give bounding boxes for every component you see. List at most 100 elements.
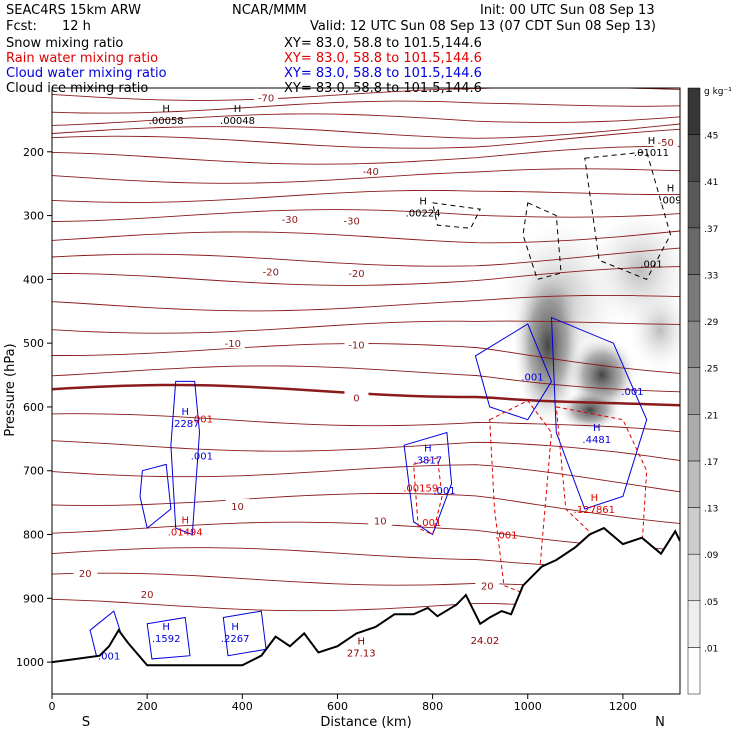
terrain <box>52 526 680 694</box>
colorbar-level-label: .21 <box>704 411 718 421</box>
temperature-label-bg <box>339 213 364 226</box>
colorbar-swatch <box>687 320 701 368</box>
y-tick-label: 600 <box>23 401 44 414</box>
y-tick-label: 900 <box>23 592 44 605</box>
field-cloudwater-label: Cloud water mixing ratio <box>6 66 167 81</box>
mixing-ratio-contour <box>550 316 648 510</box>
temperature-contour-line <box>52 128 680 149</box>
extrema-marker: H <box>162 622 170 633</box>
mixing-ratio-contour <box>413 457 443 536</box>
field-rain-label: Rain water mixing ratio <box>6 51 158 66</box>
colorbar-swatch <box>687 647 701 695</box>
forecast-hour: 12 h <box>62 19 91 34</box>
extrema-value: 24.02 <box>471 636 500 647</box>
colorbar-level-label: .17 <box>704 458 718 468</box>
temperature-label: 10 <box>374 516 387 527</box>
colorbar-swatch <box>687 87 701 135</box>
extrema-value: 27.13 <box>347 649 376 660</box>
temperature-contour-line <box>52 247 680 267</box>
colorbar-level-label: .05 <box>704 598 718 608</box>
extrema-value: .00159 <box>403 483 438 494</box>
extrema-marker: H <box>424 443 432 454</box>
temperature-label-bg <box>73 565 98 578</box>
colorbar-level-label: .25 <box>704 365 718 375</box>
temperature-contour-line <box>52 168 680 184</box>
temperature-label: -30 <box>282 215 298 226</box>
temperature-label: 20 <box>481 582 494 593</box>
colorbar-level-label: .41 <box>704 178 718 188</box>
temperature-label: -10 <box>348 340 364 351</box>
temperature-label-bg <box>653 135 678 148</box>
extrema-marker: H <box>181 407 189 418</box>
mixing-ratio-contour <box>555 406 648 548</box>
forecast-label: Fcst: <box>6 19 37 34</box>
temperature-label-bg <box>258 264 283 277</box>
temperature-contour-line <box>52 521 680 551</box>
extrema-value: .001 <box>521 372 543 383</box>
species-contours <box>89 151 672 670</box>
x-axis: 0 200 400 600 800 1000 1200 <box>49 694 637 713</box>
extrema-value: .2267 <box>221 634 250 645</box>
temperature-label-bg <box>225 498 250 511</box>
colorbar-swatch <box>687 180 701 229</box>
temperature-contour-line <box>52 464 680 493</box>
temperature-contour-line <box>52 100 680 114</box>
x-axis-south-label: S <box>82 715 90 730</box>
extrema-marker: H <box>648 136 656 147</box>
colorbar-level-label: .01 <box>704 644 718 654</box>
valid-time: Valid: 12 UTC Sun 08 Sep 13 (07 CDT Sun … <box>310 19 656 34</box>
extrema-value: .001 <box>621 387 643 398</box>
extrema-marker: H <box>231 622 239 633</box>
extrema-marker: H <box>591 493 599 504</box>
temperature-label-bg <box>344 390 369 403</box>
model-title: SEAC4RS 15km ARW <box>6 3 141 18</box>
temperature-label: -10 <box>225 339 241 350</box>
colorbar-level-label: .13 <box>704 505 718 515</box>
colorbar-swatch <box>687 553 701 602</box>
mixing-ratio-contour <box>584 151 672 281</box>
colorbar-level-label: .45 <box>704 132 718 142</box>
temperature-contour-line <box>52 365 680 393</box>
y-tick-label: 400 <box>23 273 44 286</box>
x-tick-label: 600 <box>327 700 348 713</box>
temperature-contour-line <box>52 145 680 165</box>
colorbar-swatch <box>687 274 701 322</box>
temperature-label-bg <box>344 337 369 350</box>
extrema-value: .001 <box>433 486 455 497</box>
extrema-value: .2287 <box>171 419 200 430</box>
x-tick-label: 400 <box>232 700 253 713</box>
temperature-contour-line <box>52 320 680 334</box>
extrema-value: .00224 <box>406 208 441 219</box>
mixing-ratio-contour <box>139 463 172 529</box>
field-snow-label: Snow mixing ratio <box>6 36 123 51</box>
field-rain-xy: XY= 83.0, 58.8 to 101.5,144.6 <box>284 51 482 66</box>
field-cloudwater-xy: XY= 83.0, 58.8 to 101.5,144.6 <box>284 66 482 81</box>
y-axis: 200 300 400 500 600 700 800 900 1000 <box>16 146 52 669</box>
colorbar-swatch <box>687 227 701 275</box>
temperature-labels: -70 -50 -40 -30 -30 -20 -20 -10 -10 0 10 10 20 20 20 <box>73 90 678 601</box>
y-axis-label: Pressure (hPa) <box>3 343 18 436</box>
y-tick-label: 800 <box>23 529 44 542</box>
temperature-label: -30 <box>344 217 360 228</box>
extrema-value: .001 <box>191 451 213 462</box>
temperature-contour-line <box>52 88 680 101</box>
temperature-label-bg <box>475 578 500 591</box>
extrema-value: .3817 <box>414 455 443 466</box>
colorbar-swatch <box>687 460 701 508</box>
temperature-label-bg <box>135 586 160 599</box>
producer-label: NCAR/MMM <box>232 3 307 18</box>
extrema-marker: H <box>419 196 427 207</box>
extrema-value: .01494 <box>168 527 203 538</box>
mixing-ratio-contour <box>170 380 201 536</box>
extrema-value: .4481 <box>582 435 611 446</box>
extrema-value: .001 <box>191 414 213 425</box>
temperature-contour-line <box>52 440 680 461</box>
extrema-marker: H <box>162 104 170 115</box>
temperature-label-bg <box>277 211 302 224</box>
temperature-label: -70 <box>258 94 274 105</box>
y-tick-label: 500 <box>23 337 44 350</box>
colorbar-swatch <box>687 414 701 462</box>
x-tick-label: 200 <box>137 700 158 713</box>
temperature-contour-line <box>52 113 680 126</box>
temperature-contour-line <box>52 266 680 286</box>
